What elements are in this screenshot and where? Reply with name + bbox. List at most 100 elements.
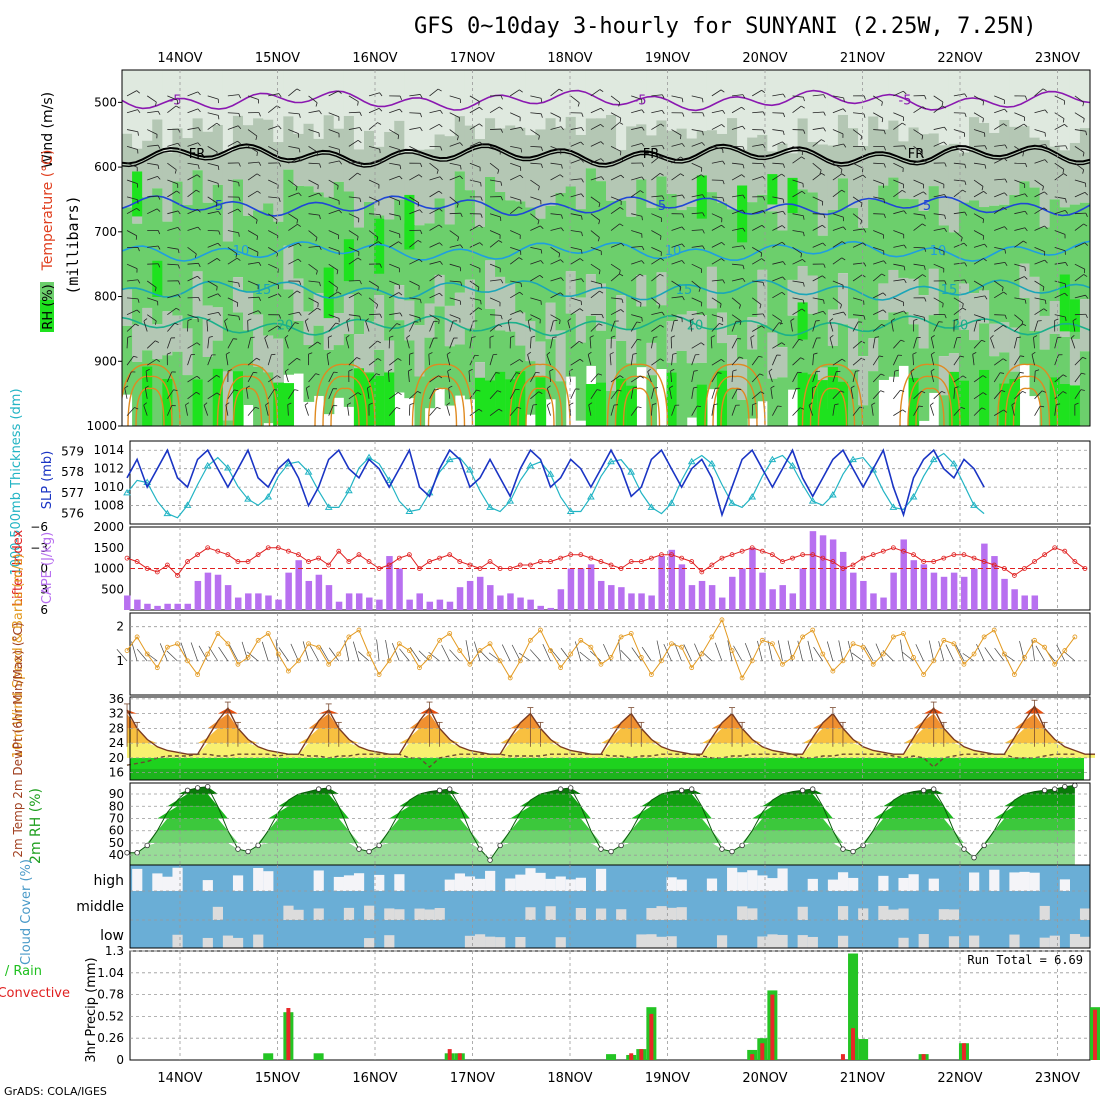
- wind10m-barb: [733, 645, 743, 662]
- wind-barb-flag: [588, 402, 593, 406]
- wind10m-point: [689, 665, 695, 671]
- wind-barb-flag: [761, 258, 766, 262]
- li-point: [346, 559, 352, 564]
- wind10m-barb: [994, 647, 1005, 662]
- wind10m-point: [306, 641, 311, 647]
- wind-barb: [994, 144, 1006, 147]
- wind-barb: [348, 196, 360, 199]
- cape-bar: [900, 539, 907, 610]
- wind-barb-flag: [520, 310, 524, 314]
- wind-barb-flag: [547, 385, 551, 389]
- wind-barb: [368, 145, 380, 150]
- wind-barb-flag: [762, 163, 765, 168]
- wind-barb-flag: [921, 135, 924, 140]
- rh-shading: [1009, 126, 1021, 196]
- wind-barb-flag: [1003, 291, 1008, 295]
- wind-barb-flag: [984, 164, 987, 169]
- wind-barb: [1034, 259, 1045, 265]
- wind-barb-flag: [156, 208, 161, 212]
- rh-shading: [243, 215, 254, 292]
- rh-shading: [142, 140, 153, 198]
- cloud-cell: [424, 909, 435, 920]
- wind-barb: [953, 179, 965, 182]
- wind-barb-flag: [559, 174, 564, 178]
- cloud-cell: [263, 871, 274, 891]
- wind10m-barb: [302, 641, 309, 662]
- rh-shading: [848, 128, 859, 209]
- wind-barb-flag: [611, 335, 616, 338]
- wind-barb-flag: [238, 316, 241, 321]
- cloud-cell: [132, 868, 143, 891]
- cape-bar: [245, 593, 252, 610]
- wind-barb-flag: [284, 335, 289, 339]
- wind-barb-flag: [738, 304, 741, 309]
- rh-shading: [132, 324, 143, 362]
- cloud-cell: [555, 937, 566, 948]
- wind-barb: [550, 277, 562, 282]
- wind10m-barb: [928, 640, 935, 662]
- wind10m-point: [840, 658, 846, 664]
- li-point: [638, 559, 644, 564]
- wind-barb: [348, 213, 360, 219]
- rh-shading: [626, 216, 637, 330]
- wind-barb: [893, 409, 903, 416]
- wind-barb-flag: [1042, 286, 1045, 291]
- wind-barb: [832, 108, 844, 114]
- wind-barb-flag: [1004, 108, 1008, 113]
- wind-barb-flag: [577, 102, 580, 107]
- wind10m-point: [427, 655, 432, 660]
- wind-barb: [126, 279, 139, 282]
- wind-barb: [1034, 159, 1046, 164]
- wind-barb-flag: [1016, 336, 1021, 339]
- wind-barb: [731, 388, 738, 400]
- rh-shading: [212, 184, 224, 308]
- wind-barb: [530, 162, 542, 165]
- wind-barb: [752, 325, 762, 332]
- rh-shading: [122, 325, 133, 395]
- wind-barb-flag: [197, 209, 201, 213]
- wind-barb: [345, 337, 350, 349]
- wind-barb: [731, 297, 741, 306]
- cloud-cell: [474, 934, 486, 948]
- wind-barb-flag: [834, 403, 839, 406]
- wind-barb-flag: [316, 270, 318, 275]
- precip-tick-label: 0.26: [97, 1031, 124, 1045]
- wind-barb-flag: [883, 260, 887, 265]
- rh-shading-high: [696, 384, 708, 426]
- rh-shading: [142, 307, 153, 351]
- wind10m-point: [517, 658, 523, 664]
- wind-barb-flag: [660, 123, 665, 127]
- cloud-cell: [232, 937, 244, 948]
- wind-barb: [792, 247, 802, 254]
- wind-barb-flag: [457, 236, 460, 241]
- wind-barb-flag: [581, 127, 584, 132]
- cape-tick-label: 500: [101, 582, 124, 596]
- rh-shading: [918, 348, 930, 421]
- wind-barb-flag: [752, 402, 757, 406]
- wind-barb: [893, 244, 905, 248]
- wind-barb-flag: [347, 402, 352, 406]
- wind10m-point: [386, 658, 392, 664]
- wind-barb-flag: [719, 323, 724, 326]
- wind-barb-flag: [517, 406, 522, 409]
- wind-barb-flag: [954, 318, 959, 321]
- rh-shading: [485, 260, 496, 309]
- wind-barb: [126, 196, 138, 201]
- wind-barb: [550, 337, 554, 349]
- wind-barb-flag: [1064, 292, 1068, 297]
- cape-bar: [366, 597, 373, 610]
- rh-shading: [626, 70, 637, 127]
- wind-barb: [973, 191, 984, 198]
- wind-barb-flag: [397, 358, 402, 361]
- wind-barb-flag: [861, 357, 866, 361]
- cloud-cell: [384, 935, 395, 948]
- rh-shading: [848, 369, 859, 426]
- wind-barb-flag: [127, 335, 132, 338]
- wind-barb: [792, 190, 803, 198]
- wind-barb-flag: [528, 318, 532, 322]
- cloud-cell: [898, 908, 909, 920]
- cloud-cell: [1069, 934, 1081, 948]
- wind-barb: [1054, 123, 1065, 130]
- wind-barb: [530, 372, 537, 383]
- rh-shading-high: [384, 372, 395, 426]
